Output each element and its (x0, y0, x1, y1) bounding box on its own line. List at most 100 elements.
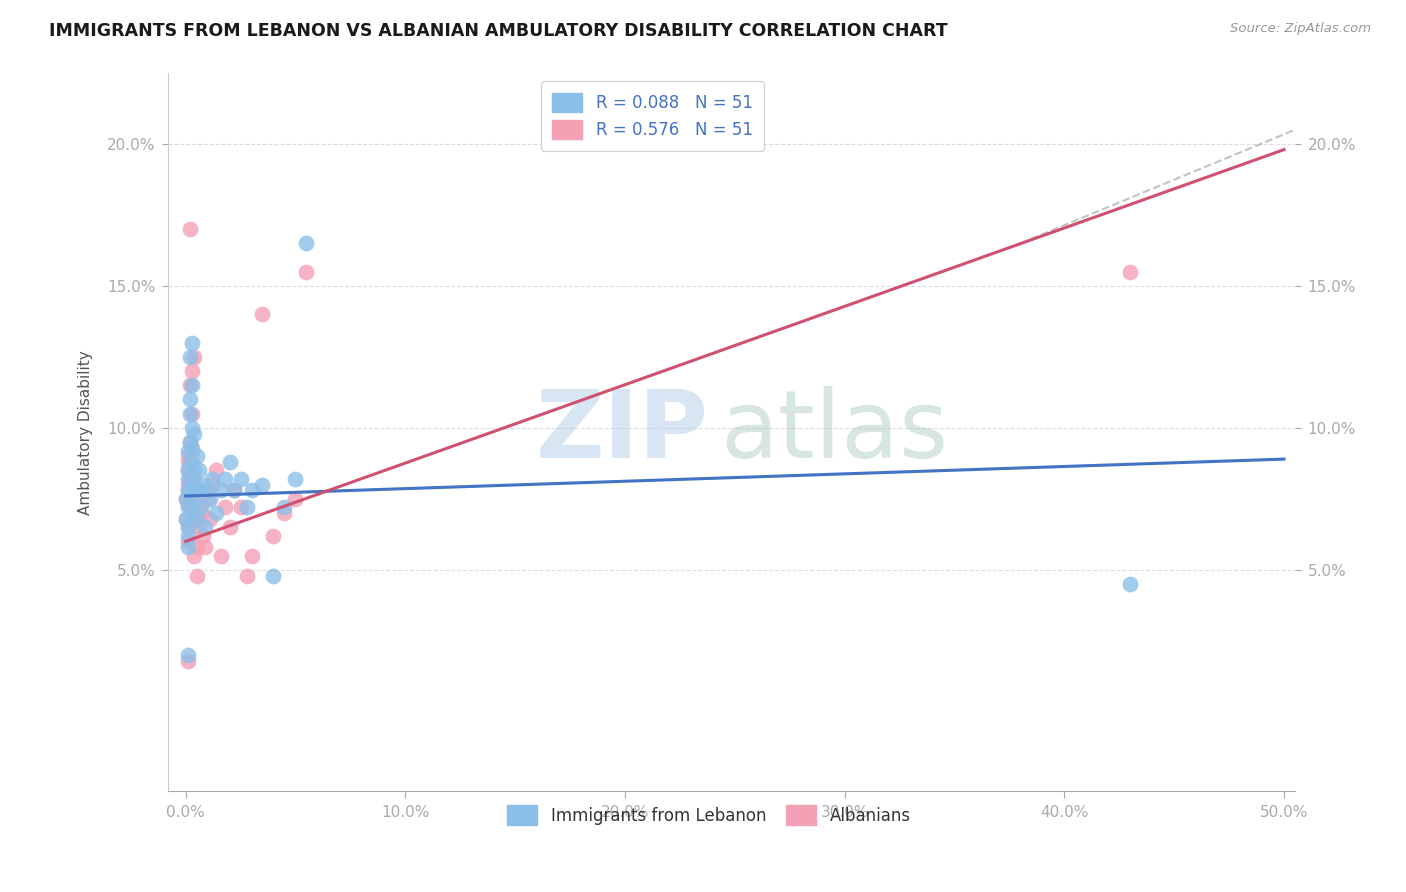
Point (263, 568, 285, 582)
Point (181, 364, 204, 378)
Point (179, 222, 201, 236)
Point (205, 506, 228, 520)
Point (179, 407, 201, 421)
Point (187, 463, 209, 477)
Legend: Immigrants from Lebanon, Albanians: Immigrants from Lebanon, Albanians (498, 796, 921, 835)
Point (295, 236, 318, 251)
Point (240, 549, 263, 563)
Point (273, 506, 295, 520)
Point (187, 483, 209, 498)
Point (284, 491, 307, 506)
Point (183, 463, 205, 477)
Point (183, 350, 205, 364)
Point (193, 477, 215, 491)
Point (181, 335, 204, 350)
Point (252, 307, 274, 321)
Point (186, 500, 208, 515)
Point (284, 472, 307, 486)
Point (222, 483, 245, 498)
Point (205, 463, 228, 477)
Point (214, 500, 236, 515)
Point (201, 472, 224, 486)
Point (179, 483, 201, 498)
Point (186, 568, 208, 582)
Point (179, 472, 201, 486)
Point (197, 483, 219, 498)
Point (181, 455, 204, 469)
Point (179, 435, 201, 450)
Point (177, 450, 200, 464)
Point (177, 463, 200, 477)
Point (183, 491, 205, 506)
Point (179, 435, 201, 450)
Point (252, 477, 274, 491)
Point (181, 472, 204, 486)
Point (273, 500, 295, 515)
Point (222, 483, 245, 498)
Point (186, 512, 208, 526)
Point (174, 512, 197, 526)
Point (179, 378, 201, 392)
Point (177, 477, 200, 491)
Point (181, 378, 204, 392)
Point (240, 483, 263, 498)
Point (179, 392, 201, 407)
Point (177, 540, 200, 554)
Point (177, 498, 200, 512)
Point (177, 500, 200, 515)
Point (177, 472, 200, 486)
Point (198, 491, 221, 506)
Point (183, 472, 205, 486)
Point (177, 455, 200, 469)
Point (186, 483, 208, 498)
Text: atlas: atlas (720, 386, 949, 478)
Point (229, 500, 252, 515)
Point (1119, 577, 1142, 591)
Point (179, 455, 201, 469)
Point (197, 491, 219, 506)
Text: Source: ZipAtlas.com: Source: ZipAtlas.com (1230, 22, 1371, 36)
Point (193, 529, 215, 543)
Point (179, 483, 201, 498)
Point (174, 491, 197, 506)
Point (236, 500, 259, 515)
Point (187, 483, 209, 498)
Point (181, 407, 204, 421)
Point (190, 500, 212, 515)
Point (183, 483, 205, 498)
Point (177, 534, 200, 549)
Point (177, 483, 200, 498)
Point (194, 520, 217, 534)
Point (177, 463, 200, 477)
Point (263, 529, 285, 543)
Y-axis label: Ambulatory Disability: Ambulatory Disability (79, 350, 93, 515)
Point (201, 477, 224, 491)
Point (174, 491, 197, 506)
Point (177, 483, 200, 498)
Point (295, 265, 318, 279)
Point (181, 441, 204, 455)
Point (218, 455, 240, 469)
Point (179, 350, 201, 364)
Point (236, 568, 259, 582)
Point (190, 506, 212, 520)
Point (186, 450, 208, 464)
Point (214, 472, 236, 486)
Point (177, 443, 200, 458)
Point (209, 483, 232, 498)
Text: ZIP: ZIP (536, 386, 709, 478)
Point (198, 512, 221, 526)
Point (194, 540, 217, 554)
Point (177, 654, 200, 668)
Point (183, 512, 205, 526)
Point (177, 529, 200, 543)
Point (183, 549, 205, 563)
Point (179, 491, 201, 506)
Point (177, 520, 200, 534)
Point (218, 520, 240, 534)
Point (177, 520, 200, 534)
Point (209, 549, 232, 563)
Point (187, 520, 209, 534)
Point (181, 421, 204, 435)
Point (181, 506, 204, 520)
